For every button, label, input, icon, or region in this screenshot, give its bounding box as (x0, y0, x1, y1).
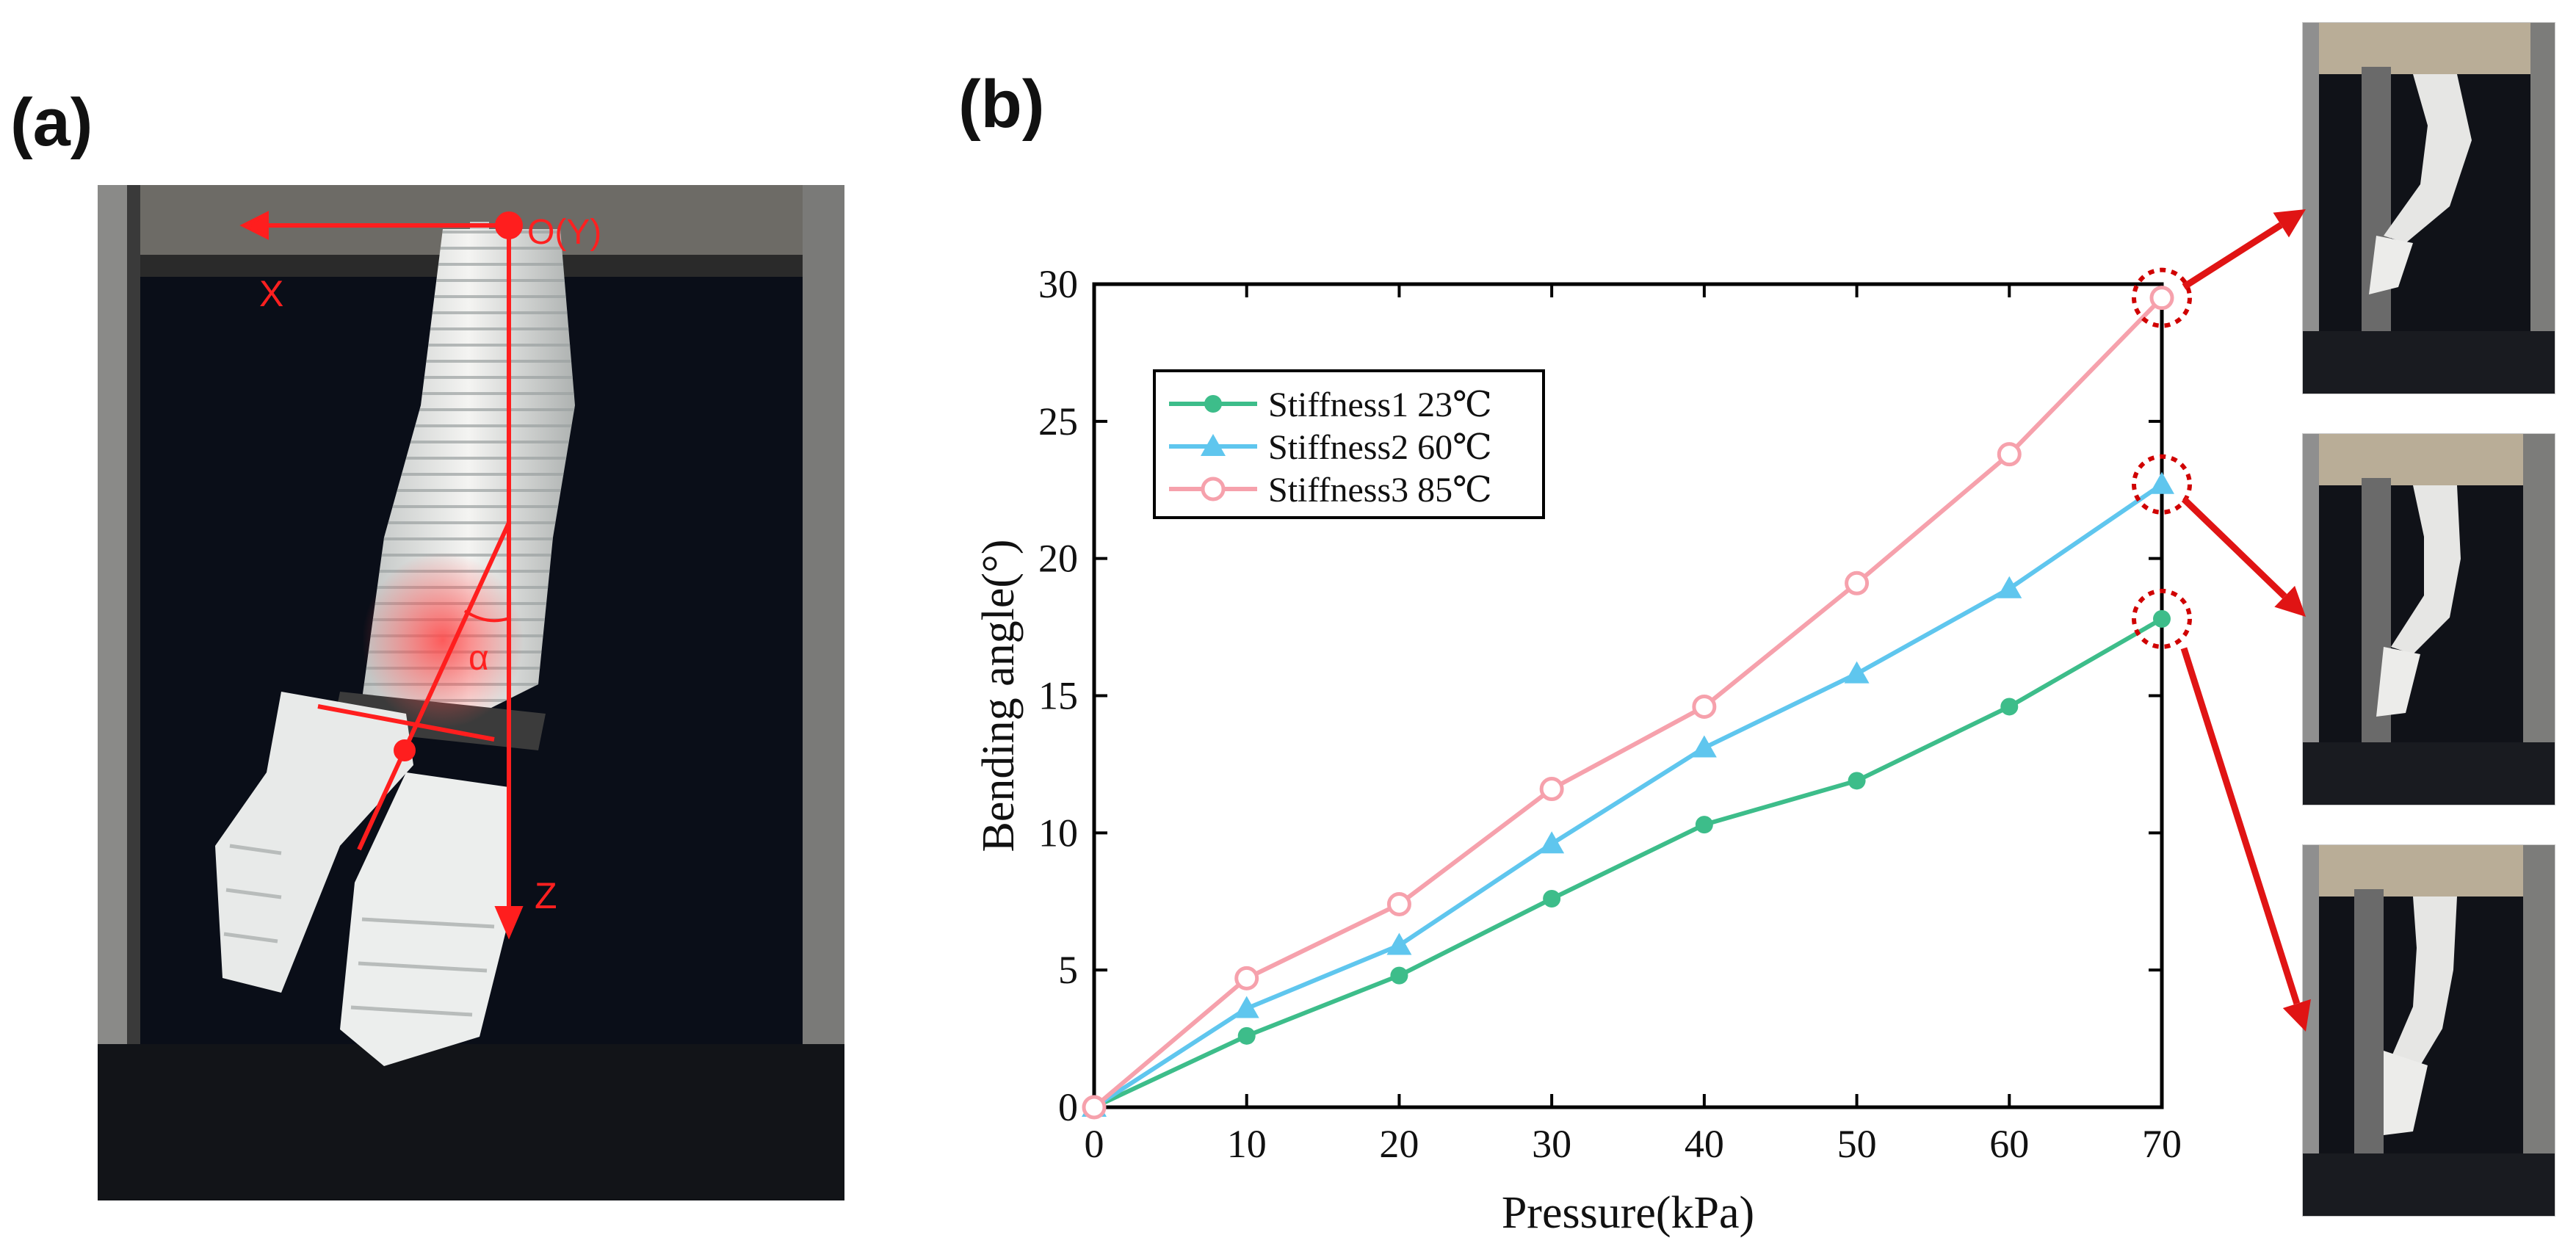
x-tick-label: 50 (1837, 1122, 1877, 1166)
data-point (1997, 442, 2022, 467)
data-point (1997, 576, 2022, 598)
panel-b-label: (b) (958, 67, 1045, 142)
data-point (1692, 694, 1717, 719)
data-point (2149, 471, 2174, 494)
x-axis-title: Pressure(kPa) (1502, 1188, 1754, 1238)
x-axis-label: X (259, 273, 283, 314)
z-axis-label: Z (535, 875, 557, 916)
highlight-circle (2132, 267, 2192, 328)
y-axis-title: Bending angle(°) (974, 540, 1024, 852)
arrow-line (2181, 496, 2287, 599)
plot-frame (1092, 282, 2164, 1109)
legend-label: Stiffness2 60℃ (1268, 428, 1492, 467)
data-point (1234, 966, 1259, 990)
x-tick-label: 70 (2142, 1122, 2182, 1166)
data-point (2000, 698, 2019, 716)
data-point (1082, 1095, 1107, 1117)
data-point (1691, 735, 1717, 758)
data-point (1386, 932, 1412, 955)
arrow-line (2180, 647, 2301, 1005)
y-tick-label: 10 (1038, 811, 1078, 855)
x-tick-label: 10 (1227, 1122, 1267, 1166)
data-point (1234, 996, 1259, 1018)
data-point (1237, 1026, 1256, 1045)
data-point (1695, 816, 1713, 834)
data-point (1082, 1095, 1107, 1120)
data-point (2153, 609, 2171, 628)
legend-box (1153, 369, 1545, 519)
y-tick-label: 0 (1058, 1085, 1078, 1129)
panel-a-label: (a) (10, 85, 93, 160)
thumbnail-photo-bottom (2302, 844, 2555, 1217)
thumbnail-photo-top (2302, 22, 2555, 394)
y-tick-label: 25 (1038, 399, 1078, 443)
data-point (1539, 831, 1565, 854)
data-point (1844, 661, 1870, 684)
data-point (1085, 1098, 1103, 1116)
angle-label: α (468, 639, 489, 678)
origin-label: O(Y) (527, 213, 601, 252)
thumbnail-photo-middle (2302, 433, 2555, 805)
data-point (1204, 395, 1222, 413)
data-point (1539, 777, 1564, 802)
x-tick-label: 30 (1532, 1122, 1571, 1166)
y-tick-label: 5 (1058, 948, 1078, 992)
y-tick-label: 20 (1038, 537, 1078, 581)
actuator-photo: O(Y) X Z α (98, 185, 844, 1200)
data-point (1386, 891, 1411, 916)
x-tick-label: 60 (1989, 1122, 2029, 1166)
arrow-line (2182, 222, 2283, 290)
data-point (1201, 477, 1226, 501)
highlight-circle (2132, 588, 2192, 649)
x-tick-label: 20 (1379, 1122, 1419, 1166)
data-point (1848, 772, 1866, 790)
series-line (1093, 482, 2163, 1109)
series-line (1093, 296, 2164, 1109)
data-point (2149, 286, 2174, 311)
data-point (1543, 890, 1561, 908)
arrow-head (2274, 585, 2306, 617)
x-tick-label: 0 (1085, 1122, 1104, 1166)
data-point (1201, 434, 1226, 456)
series-line (1093, 617, 2163, 1109)
legend-label: Stiffness1 23℃ (1268, 385, 1492, 424)
legend-label: Stiffness3 85℃ (1268, 471, 1492, 510)
highlight-circle (2132, 454, 2192, 515)
data-point (1845, 571, 1870, 595)
x-tick-label: 40 (1685, 1122, 1724, 1166)
y-tick-label: 30 (1038, 262, 1078, 306)
y-tick-label: 15 (1038, 674, 1078, 718)
arrow-head (2273, 209, 2306, 238)
data-point (1390, 966, 1408, 985)
